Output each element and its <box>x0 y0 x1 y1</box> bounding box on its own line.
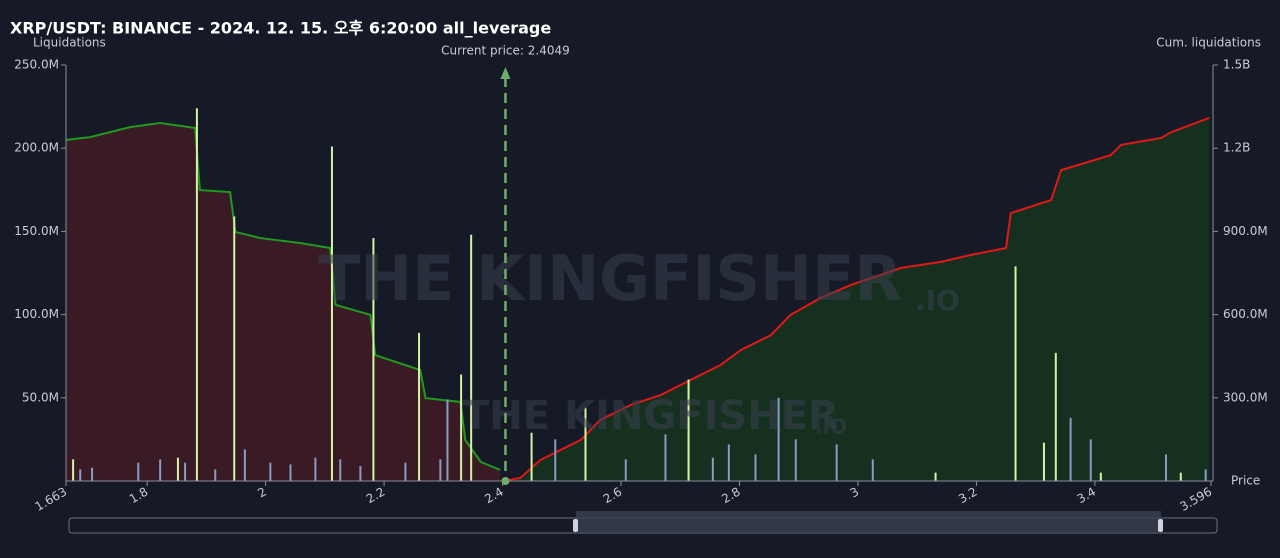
bar <box>1069 417 1072 481</box>
bar <box>871 459 874 481</box>
bar <box>289 464 292 481</box>
watermark: THE KINGFISHER <box>318 242 902 315</box>
bar <box>330 146 333 481</box>
area-fill <box>66 122 501 481</box>
bar <box>339 459 342 481</box>
watermark-small: THE KINGFISHER <box>462 393 839 439</box>
scrollbar-handle[interactable] <box>573 519 578 532</box>
bar <box>195 108 198 481</box>
plot <box>65 108 1210 482</box>
watermark-small-suffix: .IO <box>815 415 847 439</box>
cum-line <box>65 121 501 471</box>
bar <box>777 397 780 481</box>
y-tick-label: 50.0M <box>22 390 59 404</box>
area-fill <box>503 117 1210 481</box>
bar <box>359 466 362 481</box>
y-axis-title: Liquidations <box>33 36 106 50</box>
bar <box>314 457 317 481</box>
bar <box>1099 472 1102 481</box>
bar <box>1014 266 1017 481</box>
y2-tick-label: 1.5B <box>1223 58 1250 72</box>
bar <box>584 407 587 481</box>
bar <box>159 459 162 481</box>
bar <box>269 462 272 481</box>
y-tick-label: 200.0M <box>14 141 59 155</box>
bar <box>184 462 187 481</box>
scrollbar-handle[interactable] <box>1158 519 1163 532</box>
bar <box>79 469 82 481</box>
bar <box>72 459 75 481</box>
current-price-label: Current price: 2.4049 <box>441 44 570 58</box>
bar <box>1164 454 1167 481</box>
bar <box>754 454 757 481</box>
bar <box>711 457 714 481</box>
bar <box>446 399 449 481</box>
y2-tick-label: 1.2B <box>1223 141 1250 155</box>
bar <box>91 467 94 481</box>
bar <box>554 439 557 481</box>
y2-tick-label: 900.0M <box>1223 224 1268 238</box>
y2-tick-label: 300.0M <box>1223 390 1268 404</box>
bar <box>687 379 690 481</box>
bar <box>624 459 627 481</box>
y-tick-label: 250.0M <box>14 58 59 72</box>
bar <box>794 439 797 481</box>
bar <box>1204 469 1207 481</box>
y-tick-label: 150.0M <box>14 224 59 238</box>
y-tick-label: 100.0M <box>14 307 59 321</box>
bar <box>1054 352 1057 481</box>
bar <box>530 432 533 481</box>
bar <box>470 234 473 481</box>
bar <box>418 332 421 481</box>
chart-title: XRP/USDT: BINANCE - 2024. 12. 15. 오후 6:2… <box>10 19 551 38</box>
current-price-arrow <box>500 67 511 79</box>
y2-axis-title: Cum. liquidations <box>1156 36 1261 50</box>
bar <box>176 457 179 481</box>
cum-line <box>502 117 1210 482</box>
y2-tick-label: 600.0M <box>1223 307 1268 321</box>
bar <box>934 472 937 481</box>
bar <box>1179 472 1182 481</box>
bar <box>1089 439 1092 481</box>
watermark-suffix: .IO <box>915 284 960 317</box>
bar <box>1042 442 1045 481</box>
bar <box>233 216 236 481</box>
bar <box>460 374 463 481</box>
bar <box>214 469 217 481</box>
bar <box>664 434 667 481</box>
bar <box>137 462 140 481</box>
current-price-dot <box>501 477 510 485</box>
bar <box>372 238 375 481</box>
scrollbar-thumb[interactable] <box>576 511 1161 533</box>
x-axis-title: Price <box>1231 474 1260 488</box>
bar <box>404 462 407 481</box>
bar <box>243 449 246 481</box>
bar <box>439 459 442 481</box>
bar <box>727 444 730 481</box>
bar <box>835 444 838 481</box>
